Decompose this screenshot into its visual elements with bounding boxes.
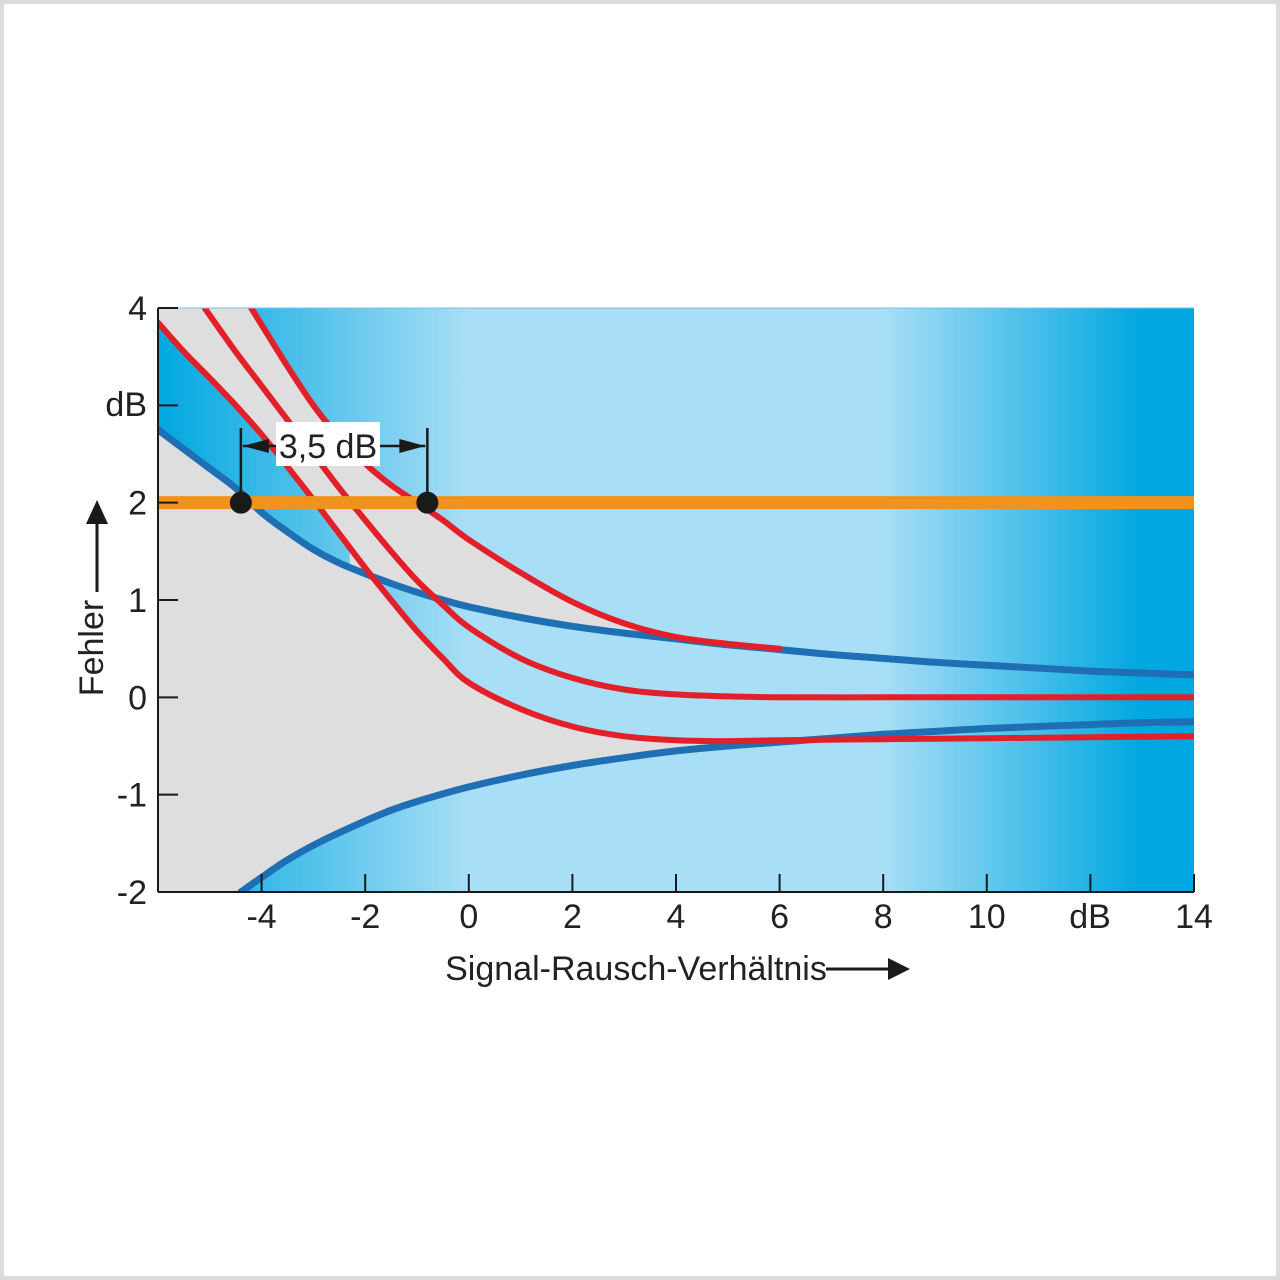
annotation-label-box	[276, 422, 380, 466]
y-tick-label: -2	[117, 874, 147, 912]
y-tick-label: 2	[128, 485, 147, 523]
x-axis-arrow	[826, 958, 910, 980]
x-unit-label: dB	[1069, 898, 1111, 936]
x-tick-label: 8	[874, 898, 893, 936]
annotation-arrowhead-right	[399, 439, 426, 453]
y-axis-title: Fehler	[73, 600, 111, 696]
y-tick-label: -1	[117, 777, 147, 815]
annotation-marker-2	[416, 491, 439, 514]
x-tick-label: -4	[246, 898, 276, 936]
x-tick-label: 2	[563, 898, 582, 936]
x-tick-label: 10	[968, 898, 1006, 936]
annotation-marker-1	[229, 491, 252, 514]
annotation-arrowhead-left	[242, 439, 269, 453]
x-tick-label: 14	[1175, 898, 1213, 936]
x-tick-label: -2	[350, 898, 380, 936]
y-tick-label: 0	[128, 679, 147, 717]
x-tick-label: 6	[770, 898, 789, 936]
series-line-3-red	[158, 319, 1194, 745]
y-tick-label: 4	[128, 290, 147, 328]
envelope-region-lower	[158, 429, 806, 892]
annotation-label: 3,5 dB	[279, 428, 377, 466]
y-axis-arrow	[86, 500, 108, 592]
x-axis-title: Signal-Rausch-Verhältnis	[445, 950, 827, 988]
series-line-1-blue	[158, 426, 1194, 679]
y-unit-label: dB	[105, 386, 147, 424]
series-line-2-blue	[237, 718, 1194, 892]
series-line-5-red	[248, 308, 783, 652]
x-tick-label: 4	[667, 898, 686, 936]
envelope-region-upper	[158, 308, 780, 650]
x-tick-label: 0	[459, 898, 478, 936]
y-tick-label: 1	[128, 582, 147, 620]
